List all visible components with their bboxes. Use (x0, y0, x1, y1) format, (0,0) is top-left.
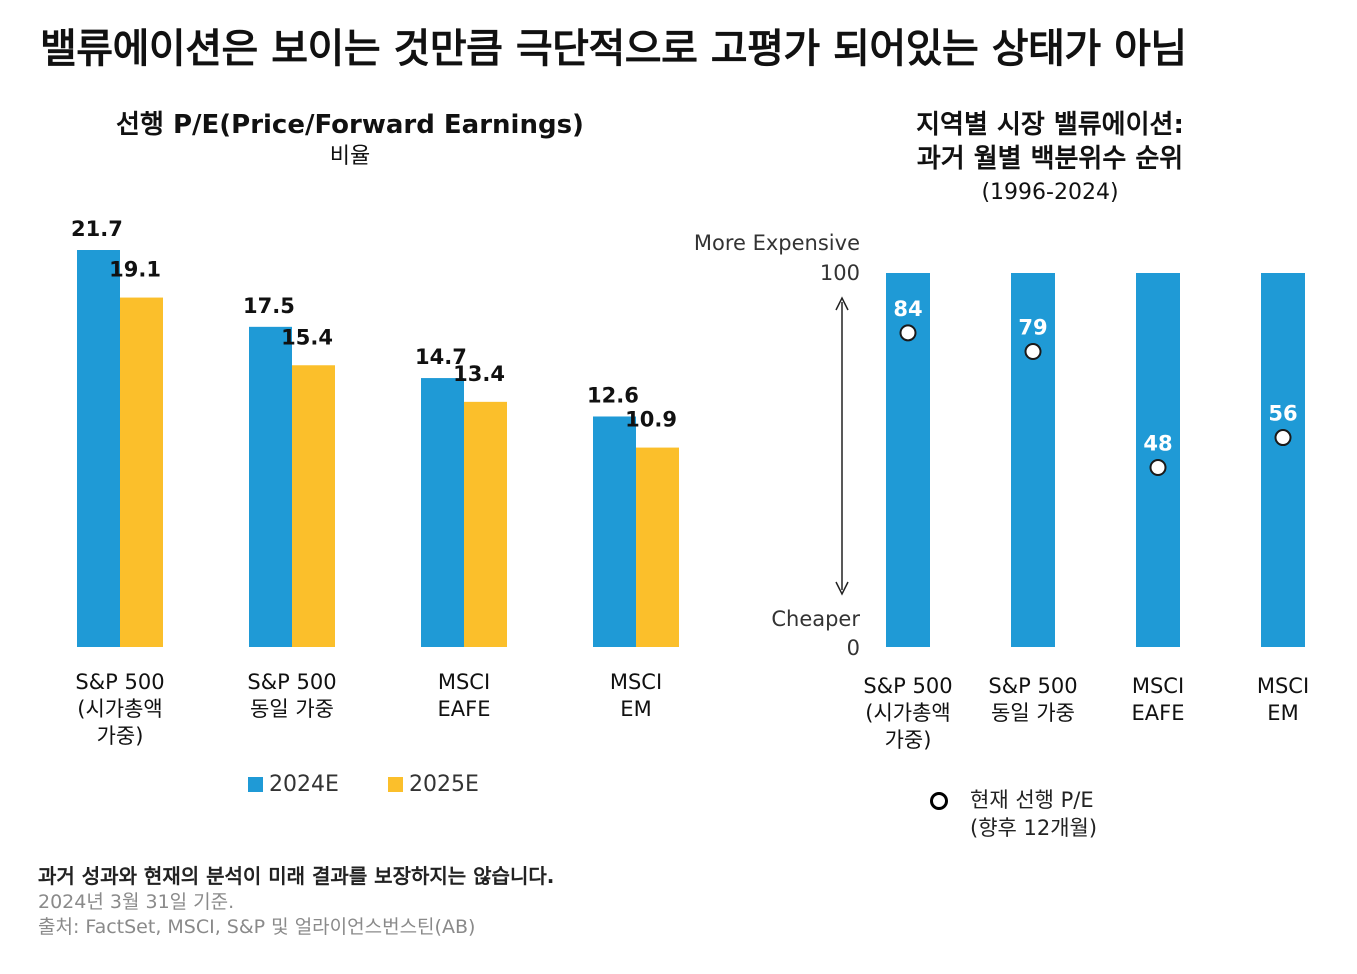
footer-source: 출처: FactSet, MSCI, S&P 및 얼라이언스번스틴(AB) (38, 916, 476, 938)
right-category-label-2-0: MSCI (1132, 674, 1184, 698)
circle-marker-icon (930, 792, 948, 810)
percentile-column-3 (1261, 273, 1305, 647)
page-headline: 밸류에이션은 보이는 것만큼 극단적으로 고평가 되어있는 상태가 아님 (40, 26, 1187, 72)
right-chart-title-line-1: 지역별 시장 밸류에이션: (916, 110, 1184, 140)
bar-2024E-2 (421, 378, 464, 647)
arrow-down-icon (835, 581, 849, 596)
right-chart-title-block: 지역별 시장 밸류에이션: 과거 월별 백분위수 순위 (1996-2024) (850, 108, 1250, 208)
axis-max-label: 100 (820, 261, 860, 285)
bar-2025E-2 (464, 401, 507, 647)
legend-swatch-2024 (248, 777, 263, 792)
left-legend-2024: 2024E (248, 772, 339, 797)
right-category-label-1-1: 동일 가중 (991, 701, 1075, 725)
category-label-0-2: 가중) (97, 724, 144, 748)
left-chart-subtitle: 비율 (329, 144, 371, 169)
bar-2024E-0 (77, 250, 120, 647)
right-category-label-1-0: S&P 500 (988, 674, 1077, 698)
value-label-2024E-1: 17.5 (243, 294, 295, 318)
more-expensive-label: More Expensive (694, 231, 860, 255)
current-pe-marker-0 (899, 324, 917, 342)
percentile-label-2: 48 (1143, 431, 1172, 455)
category-label-3-0: MSCI (610, 670, 662, 694)
current-pe-marker-3 (1274, 429, 1292, 447)
cheaper-label: Cheaper (771, 607, 860, 631)
left-chart-title: 선행 P/E(Price/Forward Earnings) (116, 110, 584, 140)
footer-disclaimer: 과거 성과와 현재의 분석이 미래 결과를 보장하지는 않습니다. (38, 864, 555, 888)
bar-2024E-1 (249, 326, 292, 647)
right-category-label-3-0: MSCI (1257, 674, 1309, 698)
value-label-2025E-3: 10.9 (625, 408, 677, 432)
category-label-0-1: (시가총액 (77, 697, 162, 721)
footer: 과거 성과와 현재의 분석이 미래 결과를 보장하지는 않습니다. 2024년 … (38, 862, 554, 940)
right-category-label-0-0: S&P 500 (863, 674, 952, 698)
value-label-2025E-0: 19.1 (109, 258, 161, 282)
bar-2025E-1 (292, 365, 335, 647)
value-label-2024E-2: 14.7 (415, 345, 467, 369)
right-chart-title-line-2: 과거 월별 백분위수 순위 (916, 144, 1184, 174)
right-category-label-0-1: (시가총액 (865, 701, 950, 725)
current-pe-marker-2 (1149, 458, 1167, 476)
footer-date: 2024년 3월 31일 기준. (38, 891, 235, 913)
right-category-label-3-1: EM (1267, 701, 1298, 725)
legend-label-2025: 2025E (409, 772, 479, 797)
right-chart-subtitle: (1996-2024) (981, 180, 1119, 205)
category-label-2-1: EAFE (438, 697, 491, 721)
arrow-up-icon (835, 296, 849, 311)
percentile-label-3: 56 (1268, 402, 1297, 426)
right-legend-line-1: 현재 선행 P/E (970, 788, 1094, 812)
bar-2025E-3 (636, 447, 679, 647)
right-category-label-0-2: 가중) (885, 728, 932, 752)
percentile-label-1: 79 (1018, 316, 1047, 340)
left-legend-2025: 2025E (388, 772, 479, 797)
value-label-2024E-3: 12.6 (587, 383, 639, 407)
right-legend: 현재 선행 P/E (향후 12개월) (930, 786, 1097, 842)
percentile-label-0: 84 (893, 297, 922, 321)
bar-2024E-3 (593, 416, 636, 647)
bar-2025E-0 (120, 297, 163, 647)
right-category-label-2-1: EAFE (1132, 701, 1185, 725)
category-label-3-1: EM (620, 697, 651, 721)
value-label-2025E-1: 15.4 (281, 325, 333, 349)
right-legend-line-2: (향후 12개월) (970, 816, 1098, 840)
value-label-2025E-2: 13.4 (453, 362, 505, 386)
category-label-1-1: 동일 가중 (250, 697, 334, 721)
percentile-column-1 (1011, 273, 1055, 647)
category-label-2-0: MSCI (438, 670, 490, 694)
value-label-2024E-0: 21.7 (71, 217, 123, 241)
left-chart-title-block: 선행 P/E(Price/Forward Earnings) 비율 (90, 108, 610, 172)
current-pe-marker-1 (1024, 343, 1042, 361)
legend-label-2024: 2024E (269, 772, 339, 797)
axis-min-label: 0 (847, 636, 860, 660)
category-label-0-0: S&P 500 (75, 670, 164, 694)
category-label-1-0: S&P 500 (247, 670, 336, 694)
legend-swatch-2025 (388, 777, 403, 792)
